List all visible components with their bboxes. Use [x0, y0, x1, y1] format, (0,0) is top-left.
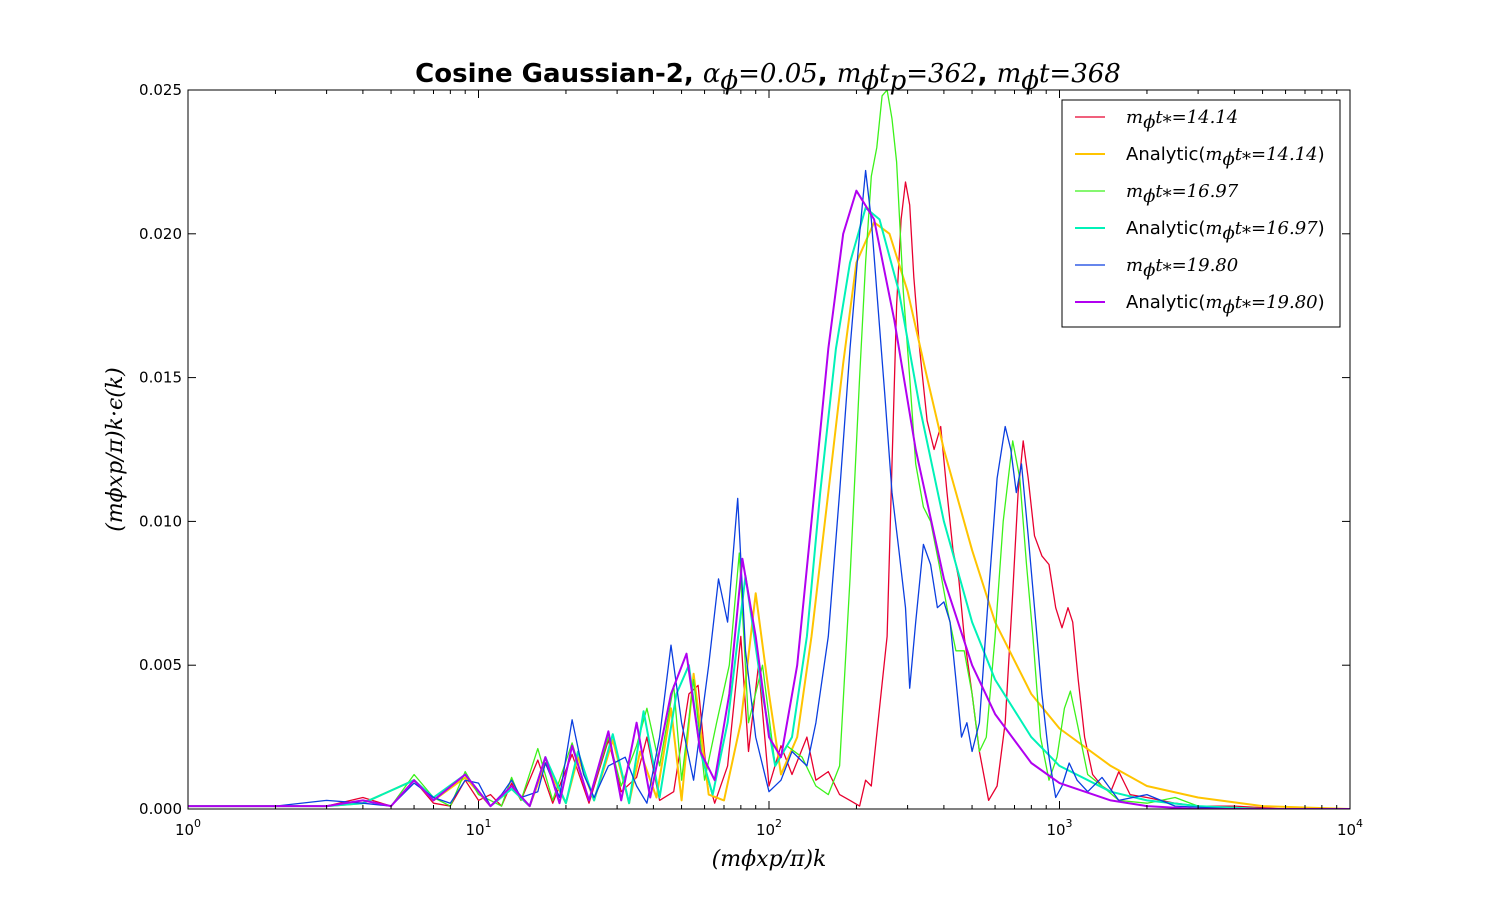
legend-label: mϕt*=16.97 [1126, 181, 1239, 207]
chart-title-part: t=368 [1039, 59, 1121, 89]
chart-title-part: =0.05 [738, 59, 818, 89]
y-tick-label: 0.010 [139, 512, 182, 530]
chart-title-part: , [978, 59, 997, 89]
chart-title-part: =362 [906, 59, 977, 89]
chart-title-part: ϕ [861, 66, 879, 96]
chart-title-part: α [703, 59, 721, 89]
series-line-1 [188, 181, 1350, 809]
legend-label: Analytic(mϕt*=19.80) [1126, 292, 1325, 318]
y-tick-label: 0.015 [139, 369, 182, 387]
legend: mϕt*=14.14 Analytic(mϕt*=14.14) mϕt*=16.97… [1061, 99, 1341, 328]
legend-label: Analytic(mϕt*=16.97) [1126, 218, 1325, 244]
series-layer [188, 90, 1350, 809]
legend-label: Analytic(mϕt*=14.14) [1126, 144, 1325, 170]
x-tick-label: 102 [756, 817, 782, 839]
chart-title-part: ϕ [720, 66, 738, 96]
y-tick-label: 0.000 [139, 800, 182, 818]
chart-title-part: ϕ [1021, 66, 1039, 96]
series-line-6 [188, 189, 1350, 809]
x-axis-title: (mϕxp/π)k [712, 847, 827, 872]
legend-label: mϕt*=14.14 [1126, 107, 1238, 133]
series-line-3 [188, 90, 1350, 809]
x-tick-label: 104 [1337, 817, 1363, 839]
y-tick-label: 0.005 [139, 656, 182, 674]
x-tick-label: 103 [1046, 817, 1072, 839]
series-line-4 [188, 206, 1350, 809]
x-tick-label: 101 [465, 817, 491, 839]
series-line-5 [188, 169, 1350, 809]
chart-title-part: m [997, 59, 1022, 89]
legend-box [1061, 99, 1341, 328]
legend-label: mϕt*=19.80 [1126, 255, 1238, 281]
chart-title-part: m [837, 59, 862, 89]
y-axis-title: (mϕxp/π)k·ϵ(k) [103, 367, 128, 532]
y-tick-label: 0.020 [139, 225, 182, 243]
chart-title-part: p [890, 66, 907, 96]
x-tick-label: 100 [175, 817, 201, 839]
chart-title-part: Cosine Gaussian-2, [415, 59, 703, 89]
chart-title: Cosine Gaussian-2, αϕ=0.05, mϕtp=362, mϕ… [415, 59, 1121, 96]
ticks-layer: 100 101 102 103 104 0.000 0.005 0.010 0.015 0.020… [139, 81, 1363, 839]
y-tick-label: 0.025 [139, 81, 182, 99]
chart-title-part: t [879, 59, 890, 89]
chart-title-part: , [818, 59, 837, 89]
